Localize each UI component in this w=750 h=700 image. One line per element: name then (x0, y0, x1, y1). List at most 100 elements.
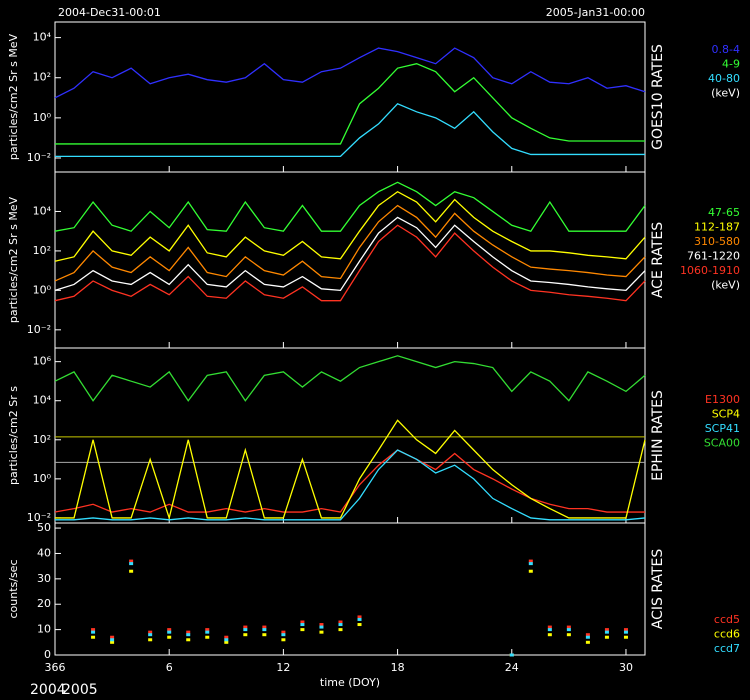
panel-title: EPHIN RATES (650, 390, 666, 481)
legend-entry: 0.8-4 (712, 43, 740, 56)
panel-frame (54, 522, 646, 656)
panel-title: ACIS RATES (650, 549, 666, 630)
legend-entry: ccd6 (714, 628, 740, 641)
point (91, 630, 96, 634)
start-time: 2004-Dec31-00:01 (58, 6, 161, 19)
y-tick-label: 0 (44, 648, 51, 661)
y-tick-label: 10² (33, 71, 51, 84)
point (243, 633, 248, 637)
panel-frame (54, 21, 646, 173)
point (148, 633, 153, 637)
series-line (54, 181, 646, 232)
point (547, 625, 552, 629)
point (566, 628, 571, 632)
point (604, 635, 609, 639)
y-tick-label: 30 (37, 572, 51, 585)
point (91, 635, 96, 639)
point (547, 633, 552, 637)
point (566, 625, 571, 629)
series-line (54, 355, 646, 402)
y-tick-label: 10⁶ (33, 355, 52, 368)
point (110, 640, 115, 644)
y-axis-label: counts/sec (7, 559, 20, 618)
y-tick-label: 10⁰ (33, 283, 52, 296)
panel-title: ACE RATES (650, 222, 666, 298)
legend-entry: 310-580 (694, 235, 740, 248)
point (205, 628, 210, 632)
y-tick-label: 10⁴ (33, 394, 52, 407)
y-tick-label: 10⁻² (27, 511, 51, 524)
point (205, 630, 210, 634)
legend-entry: 40-80 (708, 72, 740, 85)
point (129, 562, 134, 566)
legend-entry: 4-9 (722, 58, 740, 71)
point (357, 617, 362, 621)
y-axis-label: particles/cm2 Sr s MeV (7, 33, 20, 160)
series-line (55, 63, 645, 145)
y-tick-label: 10⁰ (33, 111, 52, 124)
point (623, 635, 628, 639)
point (205, 635, 210, 639)
y-tick-label: 10⁻² (27, 323, 51, 336)
point (110, 638, 115, 642)
point (167, 635, 172, 639)
y-tick-label: 10 (37, 623, 51, 636)
point (357, 623, 362, 627)
end-time: 2005-Jan31-00:00 (546, 6, 645, 19)
y-tick-label: 10⁴ (33, 204, 52, 217)
point (262, 625, 267, 629)
x-tick-label: 30 (619, 661, 633, 674)
y-axis-label: particles/cm2 Sr s (7, 386, 20, 485)
series-line (54, 47, 646, 99)
point (585, 633, 590, 637)
point (243, 628, 248, 632)
point (300, 623, 305, 627)
point (300, 628, 305, 632)
legend-entry: 47-65 (708, 206, 740, 219)
legend-entry: SCP41 (705, 422, 740, 435)
x-tick-label: 366 (45, 661, 66, 674)
y-axis-label: particles/cm2 Sr s MeV (7, 196, 20, 323)
x-tick-label: 18 (391, 661, 405, 674)
point (129, 569, 134, 573)
point (281, 630, 286, 634)
point (528, 562, 533, 566)
point (338, 623, 343, 627)
point (91, 628, 96, 632)
series-line (54, 204, 646, 282)
point (585, 640, 590, 644)
legend-entry: SCA00 (704, 437, 740, 450)
point (110, 635, 115, 639)
point (338, 628, 343, 632)
y-tick-label: 20 (37, 597, 51, 610)
y-tick-label: 10⁴ (33, 31, 52, 44)
point (528, 559, 533, 563)
series-line (54, 216, 646, 292)
point (547, 628, 552, 632)
legend-unit: (keV) (711, 87, 740, 100)
point (167, 630, 172, 634)
point (186, 633, 191, 637)
point (623, 628, 628, 632)
point (167, 628, 172, 632)
y-tick-label: 10² (33, 433, 51, 446)
legend-unit: (keV) (711, 279, 740, 292)
point (319, 630, 324, 634)
point (566, 633, 571, 637)
point (623, 630, 628, 634)
panel-title: GOES10 RATES (650, 44, 666, 150)
point (148, 638, 153, 642)
x-tick-label: 24 (505, 661, 519, 674)
point (129, 559, 134, 563)
y-tick-label: 10⁻² (27, 151, 51, 164)
point (262, 633, 267, 637)
legend-entry: SCP4 (712, 408, 740, 421)
point (262, 628, 267, 632)
point (300, 620, 305, 624)
series-line (55, 449, 646, 521)
y-tick-label: 40 (37, 546, 51, 559)
x-tick-label: 6 (166, 661, 173, 674)
point (224, 635, 229, 639)
point (281, 633, 286, 637)
